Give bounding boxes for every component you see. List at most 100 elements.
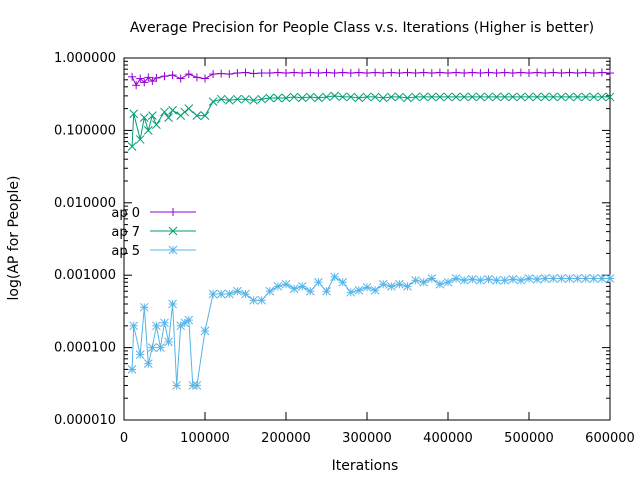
marker-stroke — [289, 92, 299, 102]
legend-marker — [169, 208, 177, 216]
data-point — [160, 107, 169, 117]
data-point — [371, 68, 380, 77]
marker-stroke — [184, 104, 194, 113]
data-point — [362, 92, 372, 102]
data-point — [273, 282, 283, 291]
data-point — [322, 68, 331, 77]
marker-stroke — [216, 289, 226, 299]
legend-marker — [168, 245, 178, 255]
data-point — [476, 69, 485, 78]
marker-stroke — [265, 286, 275, 296]
data-point — [476, 275, 485, 285]
marker-stroke — [127, 142, 137, 151]
data-point — [249, 96, 258, 105]
marker-stroke — [532, 92, 542, 102]
data-point — [419, 277, 429, 287]
marker-stroke — [338, 277, 348, 287]
data-point — [516, 68, 525, 77]
marker-stroke — [233, 94, 242, 104]
marker-stroke — [557, 92, 566, 102]
data-point — [492, 275, 501, 285]
data-point — [164, 113, 173, 123]
data-point — [533, 68, 542, 77]
data-point — [297, 282, 307, 291]
marker-stroke — [164, 113, 173, 123]
data-point — [139, 113, 149, 123]
legend-label: ap 7 — [111, 225, 140, 240]
marker-stroke — [451, 274, 461, 283]
data-point — [224, 289, 234, 299]
data-point — [540, 92, 550, 102]
data-point — [143, 359, 153, 369]
data-point — [201, 74, 209, 83]
data-point — [540, 274, 550, 283]
marker-stroke — [322, 286, 331, 296]
data-point — [135, 135, 145, 144]
data-point — [378, 279, 388, 289]
marker-stroke — [548, 274, 558, 283]
marker-stroke — [508, 92, 518, 102]
marker-stroke — [516, 275, 526, 285]
legend-marker — [168, 226, 178, 236]
data-point — [147, 343, 157, 352]
y-tick-label: 0.100000 — [54, 123, 116, 138]
data-point — [452, 68, 461, 77]
x-tick-label: 0 — [120, 431, 128, 446]
x-tick-label: 200000 — [261, 431, 311, 446]
marker-stroke — [378, 93, 388, 103]
marker-stroke — [180, 107, 190, 117]
marker-stroke — [314, 277, 323, 287]
data-point — [379, 69, 388, 78]
marker-stroke — [540, 274, 550, 283]
data-point — [557, 92, 566, 102]
data-point — [549, 68, 558, 77]
data-point — [257, 69, 266, 78]
data-point — [354, 285, 364, 295]
data-point — [257, 94, 267, 104]
marker-stroke — [273, 93, 283, 103]
data-point — [233, 69, 242, 78]
data-point — [451, 92, 461, 102]
data-point — [484, 68, 493, 77]
marker-stroke — [152, 120, 161, 130]
data-point — [581, 274, 591, 283]
marker-stroke — [500, 275, 510, 285]
marker-stroke — [427, 274, 437, 283]
data-point — [209, 70, 218, 79]
marker-stroke — [257, 94, 267, 104]
marker-stroke — [565, 274, 574, 283]
data-point — [184, 315, 194, 325]
y-tick-label: 0.010000 — [54, 196, 116, 211]
data-point — [427, 92, 437, 102]
marker-stroke — [160, 318, 169, 328]
data-point — [346, 92, 356, 102]
data-point — [419, 92, 429, 102]
marker-stroke — [127, 365, 137, 374]
data-point — [314, 277, 323, 287]
marker-stroke — [241, 289, 250, 299]
data-point — [147, 111, 157, 120]
marker-stroke — [233, 286, 242, 296]
data-point — [541, 69, 550, 78]
marker-stroke — [565, 92, 574, 102]
data-point — [484, 274, 493, 284]
marker-stroke — [589, 274, 599, 283]
marker-stroke — [492, 92, 501, 102]
marker-stroke — [354, 285, 364, 295]
data-point — [597, 92, 607, 102]
data-point — [257, 295, 267, 305]
data-point — [180, 107, 190, 117]
marker-stroke — [548, 92, 558, 102]
data-point — [354, 68, 363, 77]
data-point — [573, 69, 582, 78]
plot-frame — [123, 57, 611, 421]
data-point — [532, 274, 542, 284]
data-point — [200, 111, 210, 120]
data-point — [164, 337, 173, 347]
marker-stroke — [435, 279, 445, 289]
data-point — [305, 92, 315, 102]
x-tick-label: 500000 — [504, 431, 554, 446]
marker-stroke — [532, 274, 542, 284]
marker-stroke — [143, 359, 153, 369]
marker-stroke — [257, 295, 267, 305]
